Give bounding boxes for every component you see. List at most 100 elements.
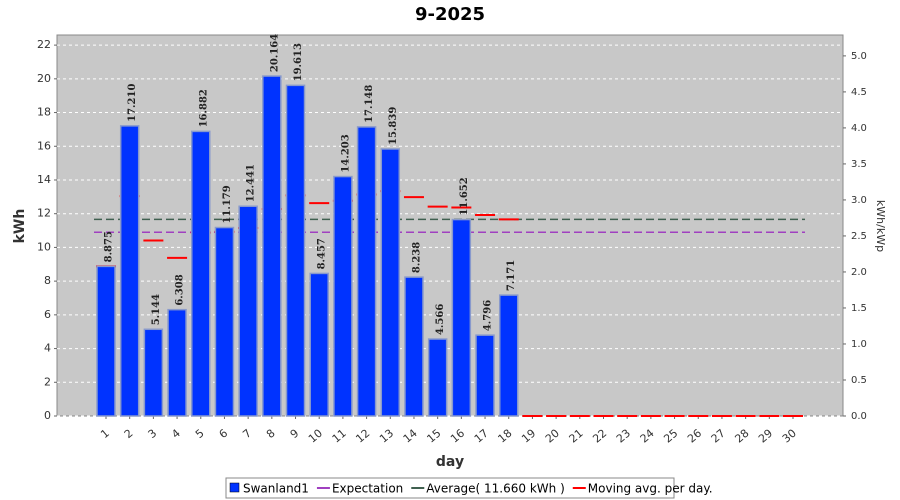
- bar: [238, 205, 258, 417]
- value-label: 5.144: [151, 294, 162, 325]
- value-label: 16.882: [198, 89, 209, 127]
- bar: [309, 272, 329, 417]
- x-tick-label: 18: [496, 427, 515, 446]
- x-tick-label: 11: [330, 427, 349, 446]
- x-tick-label: 23: [614, 427, 633, 446]
- y-tick-label: 2: [44, 375, 51, 388]
- x-tick-label: 25: [661, 427, 680, 446]
- x-tick-label: 19: [519, 427, 538, 446]
- x-tick-label: 6: [217, 427, 231, 441]
- y2-tick-label: 5.0: [851, 51, 867, 62]
- x-tick-label: 28: [732, 427, 751, 446]
- y-tick-label: 18: [37, 106, 51, 119]
- bar: [333, 175, 353, 417]
- x-tick-label: 1: [98, 427, 112, 441]
- x-tick-label: 8: [264, 427, 278, 441]
- value-label: 8.457: [317, 238, 328, 269]
- y2-tick-label: 2.5: [851, 231, 867, 242]
- x-tick-label: 5: [193, 427, 207, 441]
- y2-tick-label: 0.0: [851, 411, 867, 422]
- x-tick-label: 24: [638, 427, 657, 446]
- bar: [285, 84, 306, 417]
- bar: [96, 265, 116, 417]
- x-tick-label: 30: [780, 427, 799, 446]
- bar: [475, 334, 495, 417]
- y2-tick-label: 4.0: [851, 123, 867, 134]
- value-label: 19.613: [293, 43, 304, 81]
- y2-tick-label: 1.0: [851, 339, 867, 350]
- x-tick-label: 26: [685, 427, 704, 446]
- legend-swatch: [229, 482, 240, 493]
- value-label: 15.839: [388, 107, 399, 145]
- bar: [119, 125, 140, 417]
- bar: [380, 148, 401, 417]
- legend-label: Expectation: [332, 482, 403, 496]
- x-tick-label: 13: [377, 427, 396, 446]
- bar: [356, 126, 377, 417]
- value-label: 4.796: [483, 300, 494, 331]
- bar: [498, 294, 519, 417]
- x-tick-label: 12: [353, 427, 372, 446]
- value-label: 7.171: [506, 260, 517, 291]
- x-tick-label: 16: [448, 427, 467, 446]
- value-label: 17.148: [364, 85, 375, 123]
- plot-area: [56, 34, 844, 417]
- bar: [404, 276, 424, 417]
- bar: [262, 75, 282, 417]
- y-tick-label: 14: [37, 173, 51, 186]
- x-tick-label: 2: [122, 427, 136, 441]
- value-label: 17.210: [127, 84, 138, 122]
- bar: [427, 338, 448, 417]
- value-label: 4.566: [435, 304, 446, 335]
- bar: [451, 218, 472, 417]
- x-tick-label: 22: [590, 427, 609, 446]
- y2-tick-label: 4.5: [851, 87, 867, 98]
- x-axis-label: day: [436, 454, 464, 470]
- bar: [214, 226, 235, 417]
- y-tick-label: 16: [37, 139, 51, 152]
- y-tick-label: 0: [44, 409, 51, 422]
- value-label: 11.652: [459, 177, 470, 215]
- y2-tick-label: 1.5: [851, 303, 867, 314]
- bar: [167, 308, 187, 417]
- y-tick-label: 4: [44, 342, 51, 355]
- y-tick-label: 12: [37, 207, 51, 220]
- value-label: 14.203: [340, 134, 351, 172]
- value-label: 11.179: [222, 185, 233, 223]
- chart-title: 9-2025: [415, 4, 485, 25]
- x-tick-label: 21: [567, 427, 586, 446]
- y-tick-label: 6: [44, 308, 51, 321]
- value-label: 8.238: [411, 242, 422, 273]
- x-tick-label: 17: [472, 427, 491, 446]
- x-tick-label: 15: [424, 427, 443, 446]
- x-tick-label: 9: [288, 427, 302, 441]
- y-tick-label: 20: [37, 72, 51, 85]
- x-tick-label: 27: [709, 427, 728, 446]
- y-tick-label: 22: [37, 38, 51, 51]
- y2-tick-label: 2.0: [851, 267, 867, 278]
- legend-label: Average( 11.660 kWh ): [426, 482, 565, 496]
- y2-axis-label: kWh/kWp: [874, 200, 887, 252]
- x-tick-label: 3: [146, 427, 160, 441]
- bar: [143, 328, 164, 417]
- y-tick-label: 10: [37, 240, 51, 253]
- value-label: 20.164: [269, 34, 280, 72]
- x-tick-label: 7: [240, 427, 254, 441]
- value-label: 8.875: [104, 231, 115, 262]
- legend-label: Swanland1: [243, 482, 309, 496]
- x-tick-label: 4: [169, 427, 183, 441]
- legend-label: Moving avg. per day.: [588, 482, 713, 496]
- y-tick-label: 8: [44, 274, 51, 287]
- y2-tick-label: 3.0: [851, 195, 867, 206]
- y-axis-label: kWh: [12, 209, 28, 244]
- legend: [225, 477, 675, 499]
- value-label: 12.441: [246, 164, 257, 202]
- y2-tick-label: 3.5: [851, 159, 867, 170]
- value-label: 6.308: [175, 274, 186, 305]
- bar: [191, 130, 211, 417]
- x-tick-label: 20: [543, 427, 562, 446]
- x-tick-label: 14: [401, 427, 420, 446]
- x-tick-label: 10: [306, 427, 325, 446]
- y2-tick-label: 0.5: [851, 375, 867, 386]
